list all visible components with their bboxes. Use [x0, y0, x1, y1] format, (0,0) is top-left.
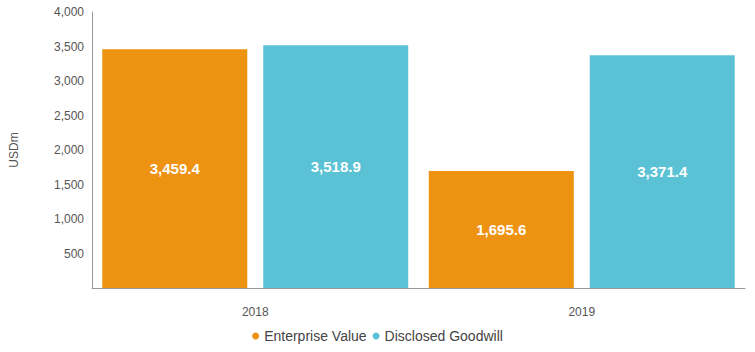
svg-text:Disclosed Goodwill: Disclosed Goodwill	[385, 328, 503, 344]
svg-text:1,695.6: 1,695.6	[476, 221, 526, 238]
svg-text:4,000: 4,000	[54, 5, 84, 19]
svg-text:1,500: 1,500	[54, 178, 84, 192]
svg-text:USDm: USDm	[7, 132, 21, 167]
svg-text:2,000: 2,000	[54, 143, 84, 157]
svg-text:3,518.9: 3,518.9	[311, 158, 361, 175]
svg-text:2,500: 2,500	[54, 109, 84, 123]
svg-text:3,500: 3,500	[54, 40, 84, 54]
svg-text:Enterprise Value: Enterprise Value	[264, 328, 367, 344]
svg-text:1,000: 1,000	[54, 212, 84, 226]
svg-text:3,000: 3,000	[54, 74, 84, 88]
svg-text:2019: 2019	[568, 305, 595, 319]
svg-text:500: 500	[64, 247, 84, 261]
svg-text:3,371.4: 3,371.4	[637, 163, 688, 180]
svg-text:3,459.4: 3,459.4	[150, 160, 201, 177]
svg-text:2018: 2018	[242, 305, 269, 319]
